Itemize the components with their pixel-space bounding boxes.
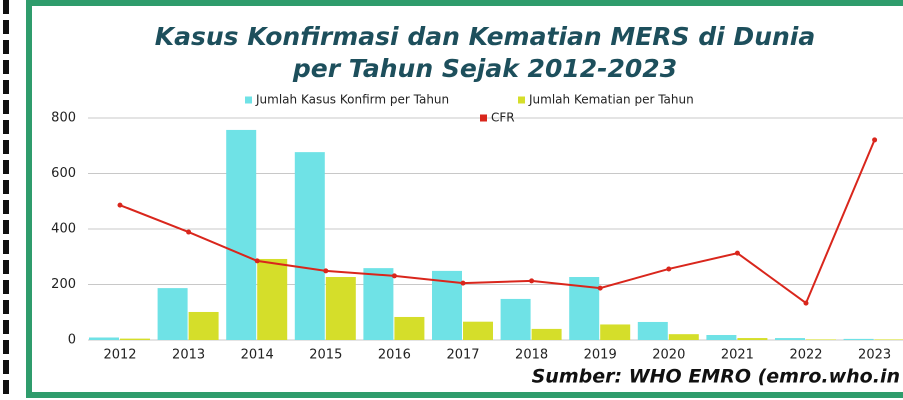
bar <box>874 339 903 340</box>
legend-swatch <box>518 96 525 104</box>
y-tick-label: 0 <box>68 333 76 348</box>
legend-swatch <box>480 114 487 122</box>
chart-title: per Tahun Sejak 2012-2023 <box>292 54 677 83</box>
legend-label: Jumlah Kematian per Tahun <box>528 93 694 107</box>
x-tick-label: 2012 <box>103 348 136 363</box>
bar <box>226 129 257 340</box>
frame <box>26 0 903 398</box>
x-tick-label: 2013 <box>172 348 205 363</box>
bar <box>394 316 425 340</box>
x-tick-label: 2014 <box>241 348 274 363</box>
point <box>323 268 329 274</box>
legend-label: Jumlah Kasus Konfirm per Tahun <box>255 93 449 107</box>
point <box>803 300 809 306</box>
bar <box>706 335 737 340</box>
legend-swatch <box>245 96 252 104</box>
legend-label: CFR <box>491 111 515 125</box>
point <box>872 137 878 143</box>
x-tick-label: 2015 <box>309 348 342 363</box>
x-tick-label: 2020 <box>652 348 685 363</box>
y-tick-label: 800 <box>51 111 76 126</box>
bar <box>600 324 631 340</box>
bar <box>500 298 531 340</box>
x-tick-label: 2016 <box>378 348 411 363</box>
bar <box>775 338 805 340</box>
point <box>186 229 192 235</box>
bar <box>294 152 325 340</box>
bar <box>463 321 493 340</box>
bar <box>806 339 836 340</box>
x-tick-label: 2017 <box>446 348 479 363</box>
x-tick-label: 2021 <box>721 348 754 363</box>
line <box>119 139 876 305</box>
bar <box>257 258 288 340</box>
point <box>734 250 740 256</box>
bar <box>188 311 219 340</box>
chart-title: Kasus Konfirmasi dan Kematian MERS di Du… <box>155 22 815 51</box>
bar <box>843 338 874 340</box>
bar <box>157 288 188 340</box>
point <box>666 266 672 272</box>
x-tick-label: 2018 <box>515 348 548 363</box>
bar <box>363 268 394 340</box>
point <box>597 285 603 291</box>
bar <box>531 328 562 340</box>
y-tick-label: 200 <box>51 277 76 292</box>
x-tick-label: 2022 <box>789 348 822 363</box>
point <box>391 273 397 279</box>
bar <box>120 338 150 340</box>
bar <box>668 334 699 340</box>
point <box>460 280 466 286</box>
y-tick-label: 400 <box>51 222 76 237</box>
bar <box>637 321 668 340</box>
bar <box>737 338 768 340</box>
point <box>254 258 260 264</box>
x-tick-label: 2023 <box>858 348 891 363</box>
y-tick-label: 600 <box>51 166 76 181</box>
bar <box>89 337 119 340</box>
source-note: Sumber: WHO EMRO (emro.who.in <box>532 366 900 388</box>
point <box>117 202 123 208</box>
x-tick-label: 2019 <box>584 348 617 363</box>
bar <box>325 277 356 340</box>
point <box>529 278 535 284</box>
